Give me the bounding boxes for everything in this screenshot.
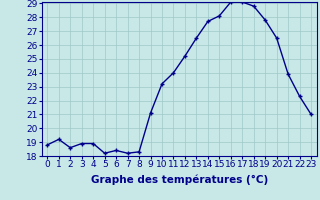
X-axis label: Graphe des températures (°C): Graphe des températures (°C)	[91, 175, 268, 185]
